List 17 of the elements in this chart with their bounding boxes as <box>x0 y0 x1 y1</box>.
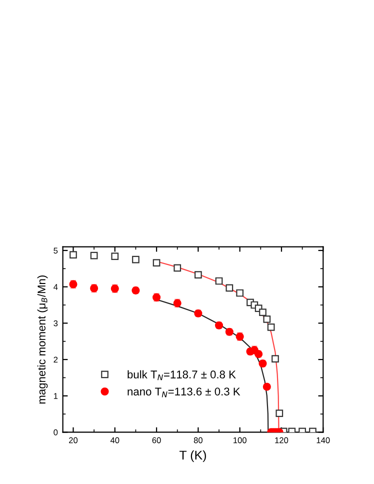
x-tick-label: 140 <box>316 437 330 444</box>
x-tick-label: 100 <box>234 437 246 444</box>
y-tick-label: 2 <box>54 356 58 363</box>
legend-label: bulk T$_{N}$=118.7 ± 0.8 K <box>128 370 236 380</box>
x-tick-label: 120 <box>275 437 288 444</box>
y-tick-label: 3 <box>54 320 58 326</box>
legend-label: nano T$_{N}$=113.6 ± 0.3 K <box>128 388 240 398</box>
y-tick-label: 0 <box>54 429 58 436</box>
x-tick-label: 40 <box>110 437 120 444</box>
y-tick-label: 4 <box>54 284 58 290</box>
x-axis-title: T (K) <box>179 450 206 462</box>
x-tick-label: 60 <box>152 437 161 444</box>
x-tick-label: 20 <box>69 437 78 444</box>
y-tick-label: 5 <box>54 248 58 254</box>
x-tick-label: 80 <box>194 437 202 444</box>
y-tick-label: 1 <box>54 393 58 399</box>
y-axis-title: magnetic moment (μ$_{B}$/Mn) <box>37 276 48 404</box>
